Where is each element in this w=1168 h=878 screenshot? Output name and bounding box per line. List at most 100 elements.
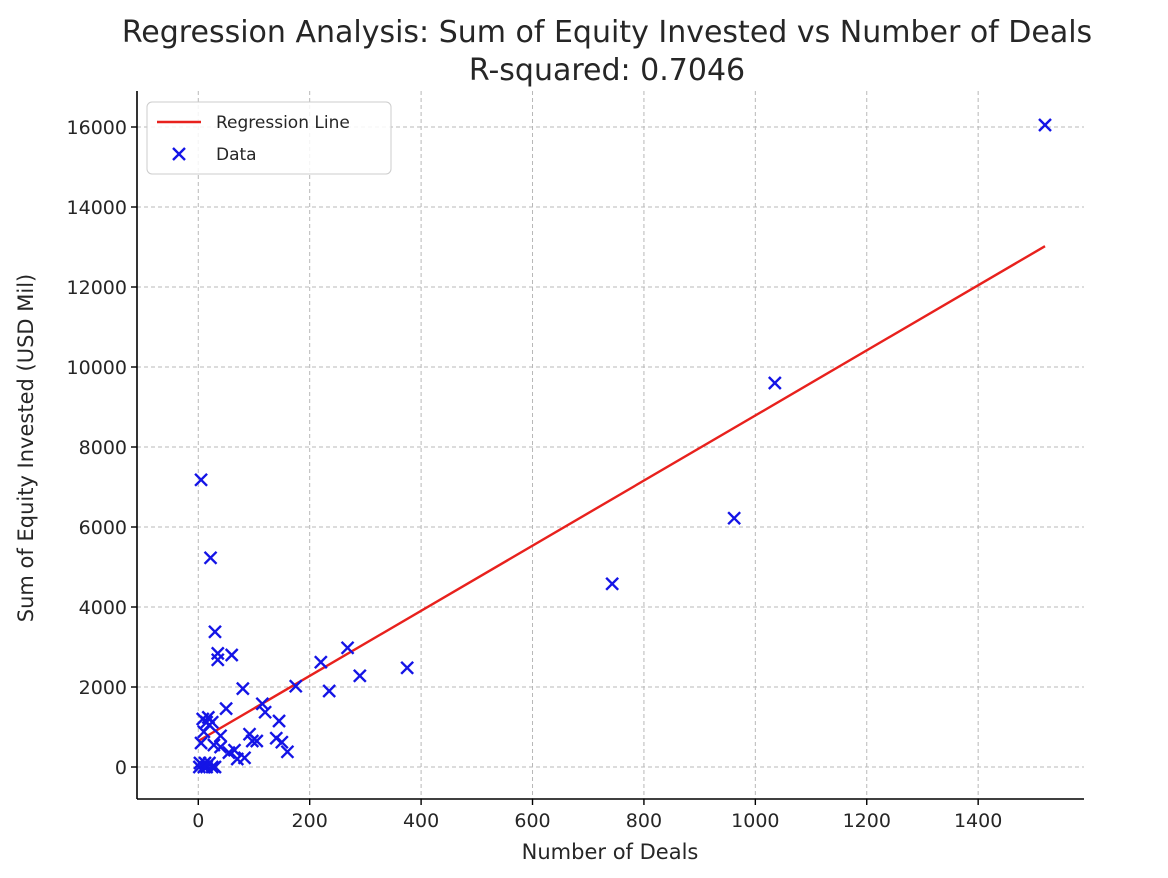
data-point <box>210 646 225 661</box>
y-tick-label-4: 8000 <box>79 437 127 459</box>
x-tick-label-1: 200 <box>292 810 328 832</box>
data-point-stroke <box>322 684 337 698</box>
data-point-stroke <box>203 550 218 565</box>
data-point <box>230 752 245 766</box>
data-point <box>219 701 233 716</box>
data-point-stroke <box>280 744 295 759</box>
data-point <box>203 550 218 565</box>
data-point-stroke <box>313 655 328 670</box>
data-point-stroke <box>194 736 208 750</box>
data-point-stroke <box>288 679 303 694</box>
data-point <box>192 760 207 774</box>
y-tick-label-0: 0 <box>115 757 127 779</box>
data-point-stroke <box>249 734 264 748</box>
y-tick-label-7: 14000 <box>67 197 127 219</box>
y-tick-label-3: 6000 <box>79 517 127 539</box>
data-point-stroke <box>727 511 742 526</box>
data-point <box>340 640 355 655</box>
data-point <box>255 696 270 711</box>
data-point-stroke <box>213 728 228 743</box>
y-tick-label-8: 16000 <box>67 117 127 139</box>
data-point-stroke <box>210 646 225 661</box>
data-point-stroke <box>219 701 233 716</box>
data-point <box>222 745 236 760</box>
data-point <box>194 736 208 750</box>
regression-line <box>197 245 1046 743</box>
data-point <box>213 728 228 743</box>
y-axis-ticks: 0 2000 4000 6000 8000 10000 12000 14000 16000 <box>67 117 137 779</box>
x-tick-label-5: 1000 <box>731 810 779 832</box>
data-point <box>727 511 742 526</box>
data-point-stroke <box>269 731 284 746</box>
data-point <box>195 712 210 726</box>
y-tick-label-1: 2000 <box>79 677 127 699</box>
x-tick-label-7: 1400 <box>954 810 1002 832</box>
x-axis-ticks: 0 200 400 600 800 1000 1200 1400 <box>192 799 1002 832</box>
data-point-stroke <box>767 376 782 390</box>
data-point <box>767 376 782 390</box>
plot-area <box>192 118 1052 774</box>
data-point-stroke <box>213 740 228 754</box>
data-point <box>313 655 328 670</box>
data-point <box>288 679 303 694</box>
x-tick-label-2: 400 <box>403 810 439 832</box>
data-point-stroke <box>230 752 245 766</box>
data-point <box>208 624 222 639</box>
data-point <box>194 472 208 487</box>
legend-data-label: Data <box>216 145 257 165</box>
data-point <box>280 744 295 759</box>
data-point-stroke <box>245 734 260 748</box>
data-point <box>210 652 225 667</box>
data-point <box>400 660 415 675</box>
data-point <box>207 738 221 752</box>
chart-subtitle: R-squared: 0.7046 <box>469 53 745 88</box>
y-tick-label-6: 12000 <box>67 277 127 299</box>
data-point <box>352 668 367 683</box>
x-tick-label-3: 600 <box>514 810 550 832</box>
data-point-stroke <box>192 760 207 774</box>
data-point-stroke <box>195 712 210 726</box>
y-tick-label-5: 10000 <box>67 357 127 379</box>
axes <box>136 91 1084 800</box>
legend-data-swatch <box>172 147 186 161</box>
data-point <box>605 576 620 591</box>
data-point <box>196 724 211 739</box>
data-point <box>272 714 286 728</box>
legend: Regression Line Data <box>146 101 392 175</box>
data-point-stroke <box>224 648 239 662</box>
data-point-stroke <box>1038 118 1052 132</box>
data-point-stroke <box>400 660 415 675</box>
data-point-stroke <box>193 756 207 770</box>
data-point-stroke <box>340 640 355 655</box>
chart-title: Regression Analysis: Sum of Equity Inves… <box>122 15 1092 50</box>
legend-marker-stroke <box>172 147 186 161</box>
data-point <box>258 705 272 720</box>
x-tick-label-4: 800 <box>626 810 662 832</box>
data-point <box>1038 118 1052 132</box>
data-point-stroke <box>258 705 272 720</box>
data-point-stroke <box>272 714 286 728</box>
data-point-stroke <box>208 624 222 639</box>
x-tick-label-0: 0 <box>192 810 204 832</box>
legend-box <box>146 101 392 175</box>
data-point-stroke <box>207 738 221 752</box>
legend-regression-label: Regression Line <box>216 113 350 133</box>
data-point <box>242 727 257 742</box>
data-point <box>269 731 284 746</box>
data-point <box>235 681 250 696</box>
data-point <box>224 648 239 662</box>
x-axis-label: Number of Deals <box>522 840 699 864</box>
data-point-stroke <box>255 696 270 711</box>
data-point-stroke <box>352 668 367 683</box>
data-point <box>193 756 207 770</box>
data-point-stroke <box>242 727 257 742</box>
data-point <box>322 684 337 698</box>
x-tick-label-6: 1200 <box>843 810 891 832</box>
y-tick-label-2: 4000 <box>79 597 127 619</box>
data-point-stroke <box>196 724 211 739</box>
y-axis-label: Sum of Equity Invested (USD Mil) <box>14 274 38 622</box>
data-point-stroke <box>605 576 620 591</box>
data-point-stroke <box>235 681 250 696</box>
